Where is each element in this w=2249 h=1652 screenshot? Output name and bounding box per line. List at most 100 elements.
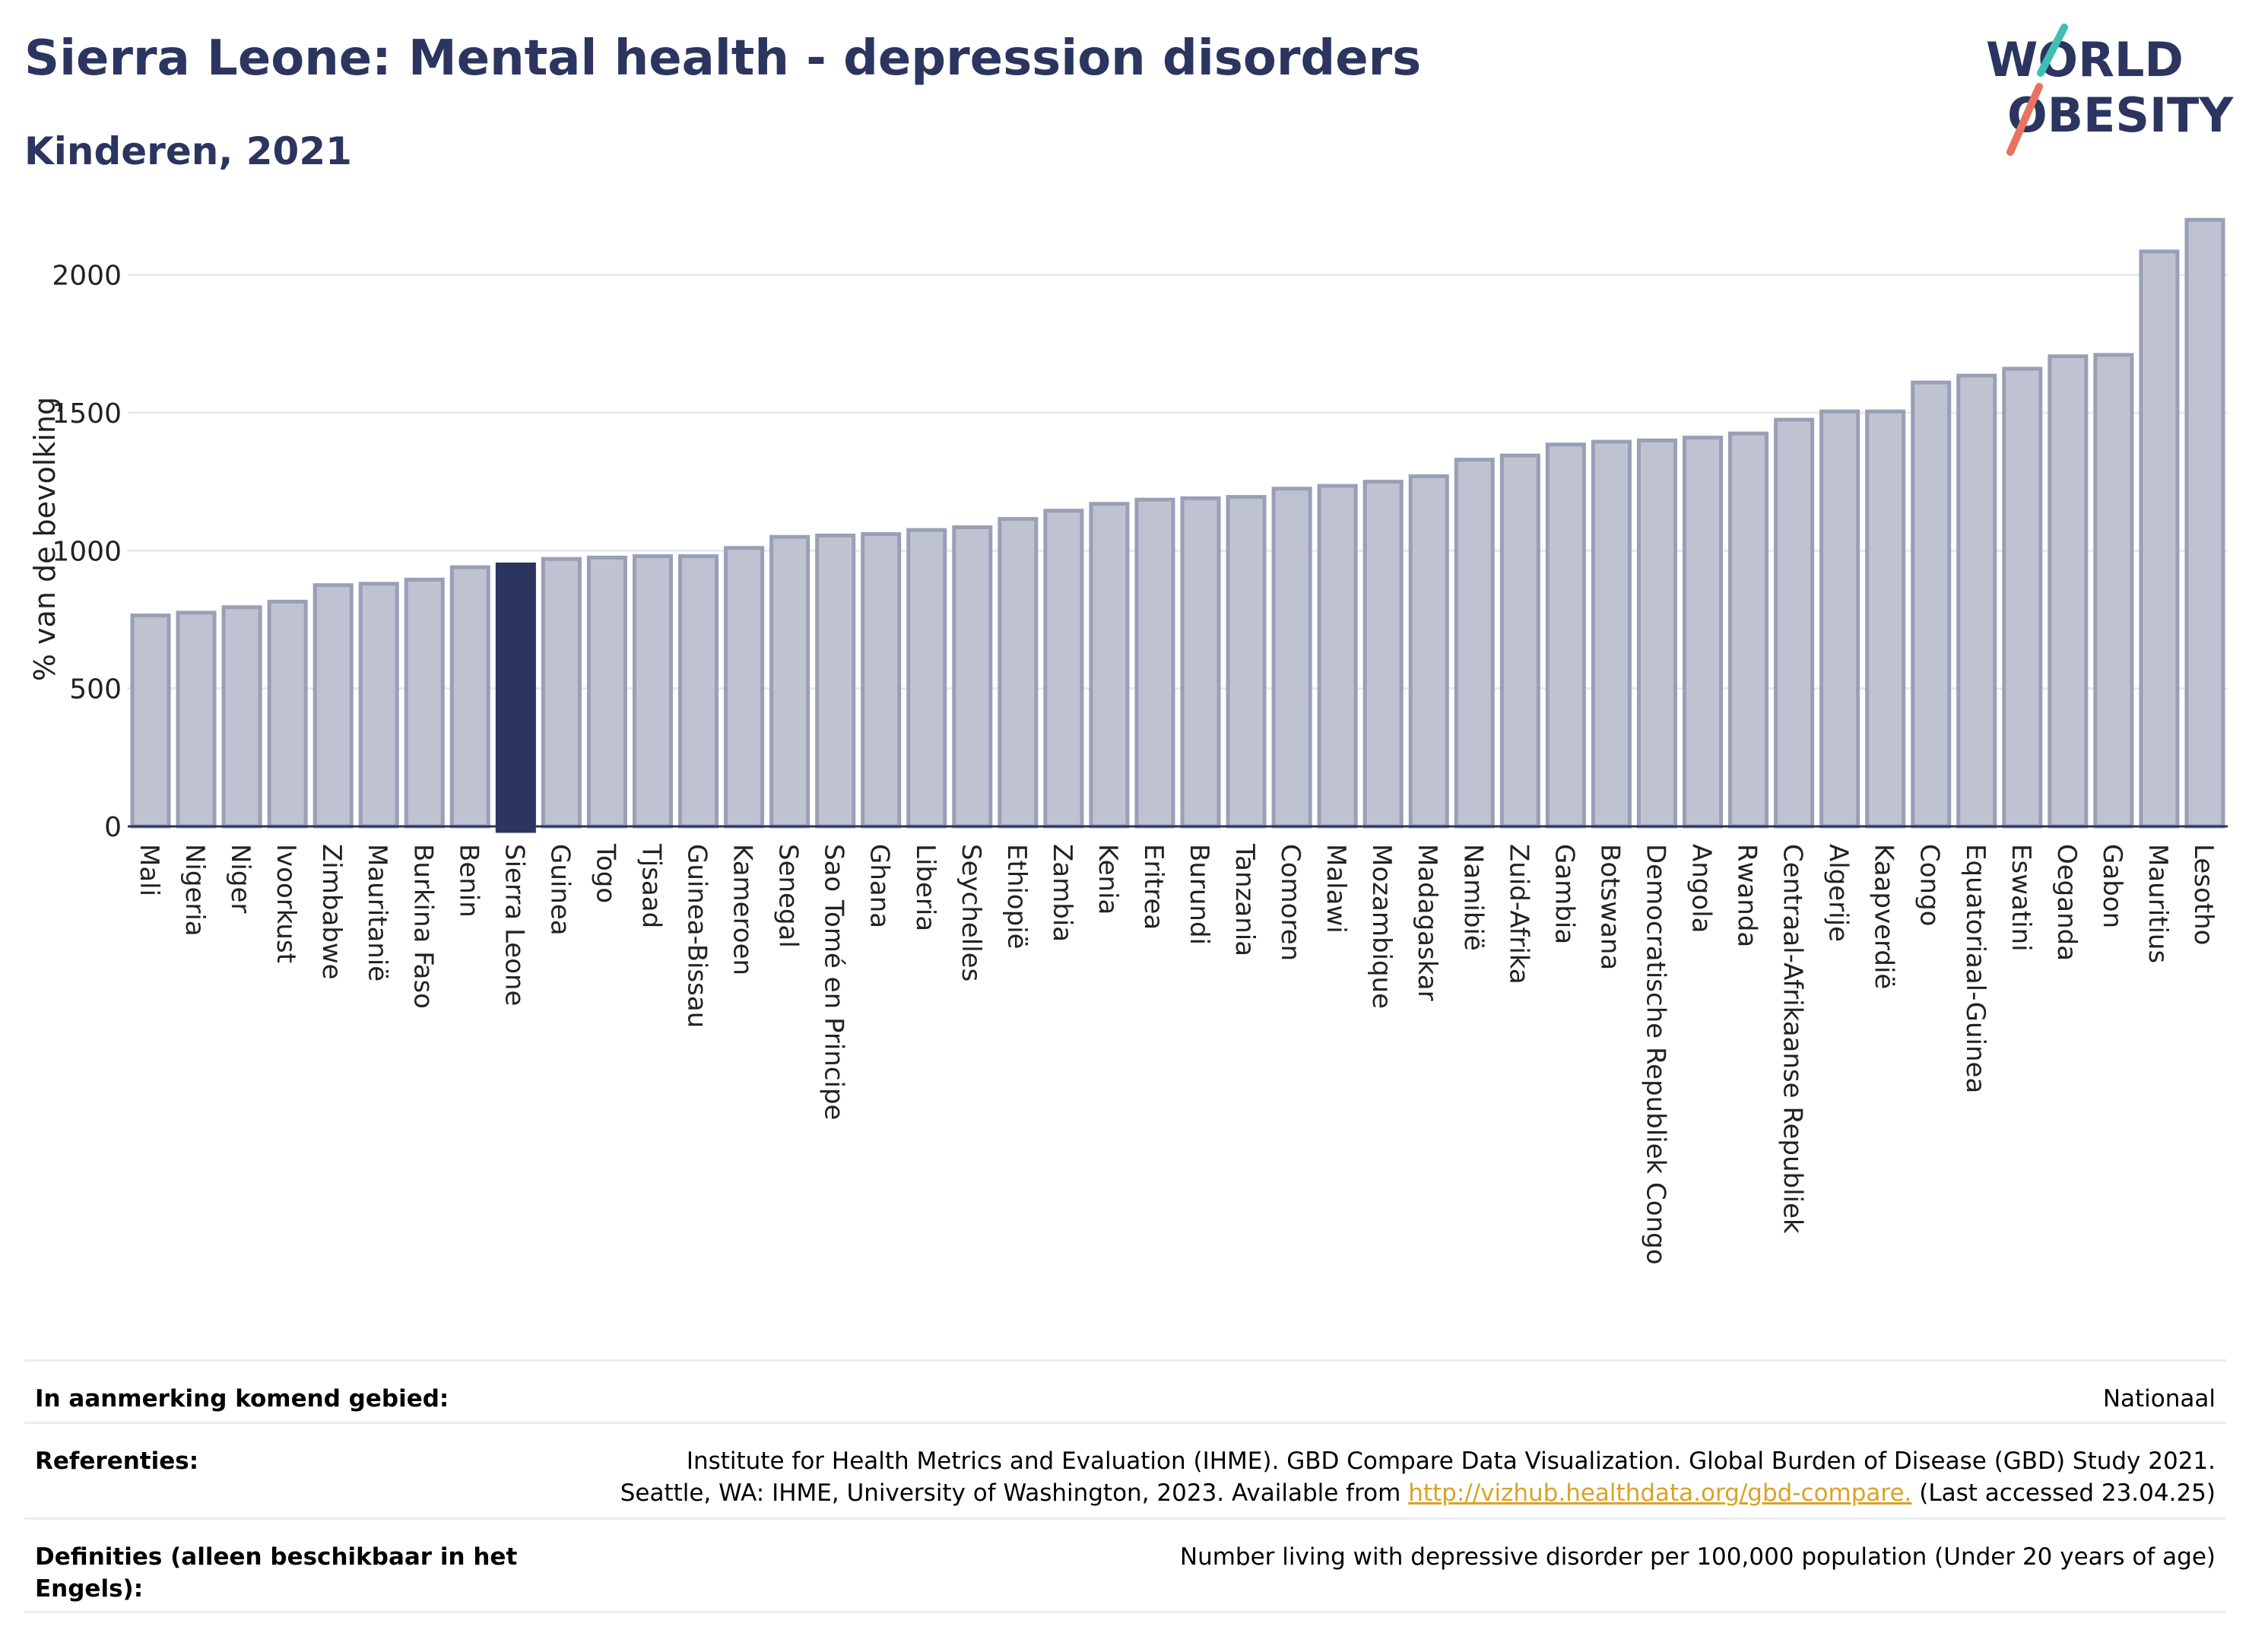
bar-mauritius — [2139, 249, 2180, 829]
x-tick-label: Seychelles — [956, 844, 986, 981]
x-tick-label: Zuid-Afrika — [1503, 844, 1534, 985]
x-tick-label: Nigeria — [179, 844, 210, 937]
x-tick-label: Benin — [453, 844, 484, 918]
bar-tjsaad — [632, 554, 674, 829]
x-tick-label: Eritrea — [1138, 844, 1169, 930]
bar-mauritani- — [358, 582, 399, 829]
bar-chart: 0 500 1000 1500 2000 Mali Nigeria Niger Ivoorku… — [28, 217, 2228, 1265]
x-tick-label: Eswatini — [2006, 844, 2036, 952]
info-row-definitions: Definities (alleen beschikbaar in het En… — [24, 1517, 2226, 1613]
bar-algerije — [1819, 409, 1860, 829]
x-tick-label: Algerije — [1823, 844, 1854, 942]
x-tick-label: Burkina Faso — [408, 844, 438, 1009]
x-tick-label: Togo — [590, 843, 620, 903]
bar-ethiopi- — [998, 517, 1039, 829]
bar-comoren — [1271, 487, 1312, 829]
bar-ghana — [861, 532, 902, 829]
x-tick-label: Mauritius — [2143, 844, 2173, 963]
bar-kameroen — [724, 546, 765, 829]
x-tick-label: Comoren — [1275, 844, 1305, 961]
bar-seychelles — [952, 525, 993, 829]
area-label: In aanmerking komend gebied: — [35, 1385, 449, 1413]
y-tick-labels: 0 500 1000 1500 2000 — [52, 261, 122, 843]
x-tick-label: Niger — [225, 844, 255, 913]
bar-sao-tom-en-principe — [815, 533, 856, 829]
x-tick-label: Centraal-Afrikaanse Republiek — [1778, 844, 1808, 1234]
x-tick-label: Lesotho — [2188, 844, 2219, 945]
x-tick-label: Ivoorkust — [271, 844, 301, 963]
y-tick-label: 500 — [69, 674, 122, 706]
info-row-area: In aanmerking komend gebied: Nationaal — [24, 1359, 2226, 1422]
bar-gabon — [2093, 353, 2134, 829]
bar-angola — [1682, 436, 1724, 829]
references-line-2-text: Seattle, WA: IHME, University of Washing… — [620, 1479, 1409, 1507]
x-tick-label: Ethiopië — [1001, 844, 1032, 950]
x-tick-label: Liberia — [910, 844, 941, 931]
bar-benin — [449, 565, 490, 829]
x-tick-label: Madagaskar — [1412, 844, 1442, 1001]
x-tick-label: Guinea-Bissau — [682, 844, 712, 1028]
x-tick-label: Senegal — [773, 844, 804, 948]
x-tick-label: Kaapverdië — [1869, 844, 1899, 989]
bar-senegal — [769, 534, 810, 829]
bar-kaapverdi- — [1865, 409, 1906, 829]
bar-nigeria — [176, 610, 217, 829]
bar-eritrea — [1134, 497, 1175, 829]
bar-rwanda — [1728, 431, 1769, 829]
x-tick-label: Botswana — [1594, 844, 1625, 970]
x-tick-label: Sierra Leone — [499, 844, 529, 1006]
bar-oeganda — [2048, 354, 2089, 829]
x-tick-label: Mauritanië — [362, 844, 392, 981]
bar-burkina-faso — [404, 577, 445, 829]
bar-eswatini — [2002, 366, 2043, 829]
bars — [128, 217, 2228, 833]
references-line-1: Institute for Health Metrics and Evaluat… — [686, 1447, 2216, 1475]
y-tick-label: 0 — [104, 812, 122, 843]
bar-gambia — [1545, 442, 1586, 829]
y-tick-label: 1000 — [52, 536, 122, 567]
references-line-2-suffix: (Last accessed 23.04.25) — [1911, 1479, 2216, 1507]
bar-sierra-leone — [495, 562, 536, 833]
page-title: Sierra Leone: Mental health - depression… — [24, 30, 1422, 87]
x-tick-label: Oeganda — [2051, 844, 2082, 961]
y-tick-label: 1500 — [52, 398, 122, 430]
bar-togo — [586, 555, 627, 829]
references-value: Institute for Health Metrics and Evaluat… — [620, 1445, 2216, 1509]
bar-niger — [221, 605, 262, 829]
x-tick-label: Kenia — [1093, 844, 1123, 915]
bar-guinea-bissau — [678, 554, 719, 829]
x-tick-label: Democratische Republiek Congo — [1640, 844, 1670, 1265]
x-tick-label: Zimbabwe — [316, 844, 347, 980]
bar-liberia — [906, 528, 947, 829]
x-tick-label: Tanzania — [1229, 843, 1260, 956]
x-tick-label: Sao Tomé en Principe — [819, 844, 849, 1120]
x-tick-label: Tjsaad — [636, 843, 667, 928]
bar-mozambique — [1362, 480, 1404, 829]
bar-zuid-afrika — [1499, 453, 1540, 829]
references-label: Referenties: — [35, 1447, 199, 1475]
logo-text-obesity: OBESITY — [2007, 87, 2234, 143]
bar-malawi — [1317, 484, 1358, 829]
bar-ivoorkust — [267, 599, 308, 829]
bar-lesotho — [2184, 217, 2225, 829]
x-tick-label: Equatoriaal-Guinea — [1960, 844, 1990, 1093]
references-link[interactable]: http://vizhub.healthdata.org/gbd-compare… — [1408, 1479, 1912, 1507]
x-tick-label: Gabon — [2097, 844, 2127, 928]
logo-text-world: WORLD — [1986, 32, 2184, 87]
x-tick-label: Angola — [1686, 844, 1717, 933]
bar-democratische-republiek-congo — [1636, 438, 1677, 829]
y-tick-label: 2000 — [52, 261, 122, 292]
bar-botswana — [1591, 439, 1632, 829]
page-subtitle: Kinderen, 2021 — [24, 129, 352, 173]
bar-zimbabwe — [312, 583, 354, 829]
references-line-2: Seattle, WA: IHME, University of Washing… — [620, 1477, 2216, 1509]
x-tick-label: Burundi — [1184, 844, 1214, 945]
bar-mali — [130, 614, 171, 829]
bar-equatoriaal-guinea — [1956, 373, 1997, 829]
x-tick-label: Ghana — [864, 844, 895, 928]
x-tick-label: Congo — [1914, 844, 1945, 926]
bar-guinea — [541, 556, 582, 829]
x-tick-label: Zambia — [1047, 844, 1077, 942]
x-tick-label: Gambia — [1549, 844, 1579, 944]
bar-namibi- — [1454, 458, 1495, 829]
